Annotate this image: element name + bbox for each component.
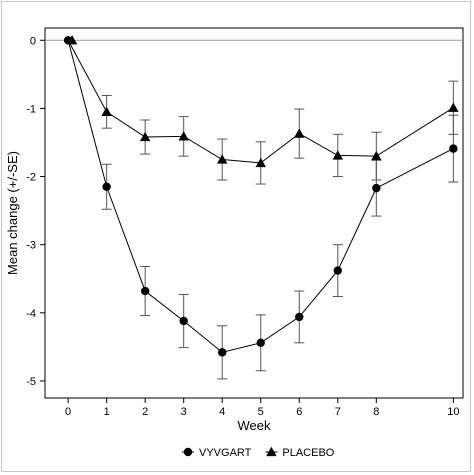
plot-border <box>44 27 464 399</box>
legend-marker-placebo <box>266 446 277 457</box>
data-point-placebo <box>101 106 112 116</box>
plot-area: 0 1 2 3 4 5 6 7 8 10 0 -1 -2 -3 -4 -5 <box>26 27 464 418</box>
data-point-vyvgart <box>218 348 227 357</box>
x-tick-label: 3 <box>181 406 187 418</box>
x-tick-label: 5 <box>258 406 264 418</box>
data-point-vyvgart <box>256 338 265 348</box>
x-axis-title: Week <box>238 418 271 433</box>
data-point-placebo <box>139 131 151 142</box>
series-vyvgart <box>63 36 459 380</box>
x-tick-label: 8 <box>373 406 379 418</box>
legend: VYVGART PLACEBO <box>182 446 335 459</box>
legend-item-placebo: PLACEBO <box>265 446 335 459</box>
x-tick-label: 10 <box>447 406 459 418</box>
y-tick-label: -2 <box>26 172 36 184</box>
data-point-placebo <box>255 157 266 168</box>
x-tick-label: 2 <box>142 406 148 418</box>
y-tick-label: 0 <box>30 35 36 47</box>
data-point-placebo <box>217 154 228 164</box>
y-tick-label: -5 <box>26 376 36 388</box>
data-point-vyvgart <box>179 316 188 326</box>
y-axis-ticks: 0 -1 -2 -3 -4 -5 <box>26 35 45 388</box>
data-point-vyvgart <box>449 144 458 153</box>
x-axis-ticks: 0 1 2 3 4 5 6 7 8 10 <box>65 398 459 418</box>
data-point-vyvgart <box>333 266 342 275</box>
data-point-vyvgart <box>102 182 111 191</box>
series-line-vyvgart <box>67 40 454 353</box>
x-tick-label: 4 <box>219 406 225 418</box>
legend-label-vyvgart: VYVGART <box>199 447 252 459</box>
y-tick-label: -3 <box>26 240 36 252</box>
series-layer <box>63 35 459 380</box>
data-point-placebo <box>294 128 305 138</box>
x-tick-label: 0 <box>65 406 71 418</box>
data-point-placebo <box>332 150 343 160</box>
data-point-placebo <box>371 150 382 161</box>
series-line-placebo <box>67 40 454 164</box>
x-tick-label: 6 <box>296 406 302 418</box>
data-point-vyvgart <box>140 286 150 296</box>
data-point-vyvgart <box>295 312 304 322</box>
x-tick-label: 7 <box>335 406 341 418</box>
y-axis-title: Mean change (+/-SE) <box>5 151 20 275</box>
legend-label-placebo: PLACEBO <box>282 447 334 459</box>
x-tick-label: 1 <box>104 406 110 418</box>
data-point-placebo <box>448 102 459 112</box>
data-point-placebo <box>178 131 189 141</box>
y-tick-label: -4 <box>26 308 36 320</box>
y-tick-label: -1 <box>26 103 36 115</box>
data-point-vyvgart <box>372 183 381 193</box>
series-placebo <box>66 35 459 185</box>
legend-item-vyvgart: VYVGART <box>182 447 252 459</box>
legend-marker-vyvgart <box>183 447 193 457</box>
data-point-placebo <box>66 35 78 45</box>
